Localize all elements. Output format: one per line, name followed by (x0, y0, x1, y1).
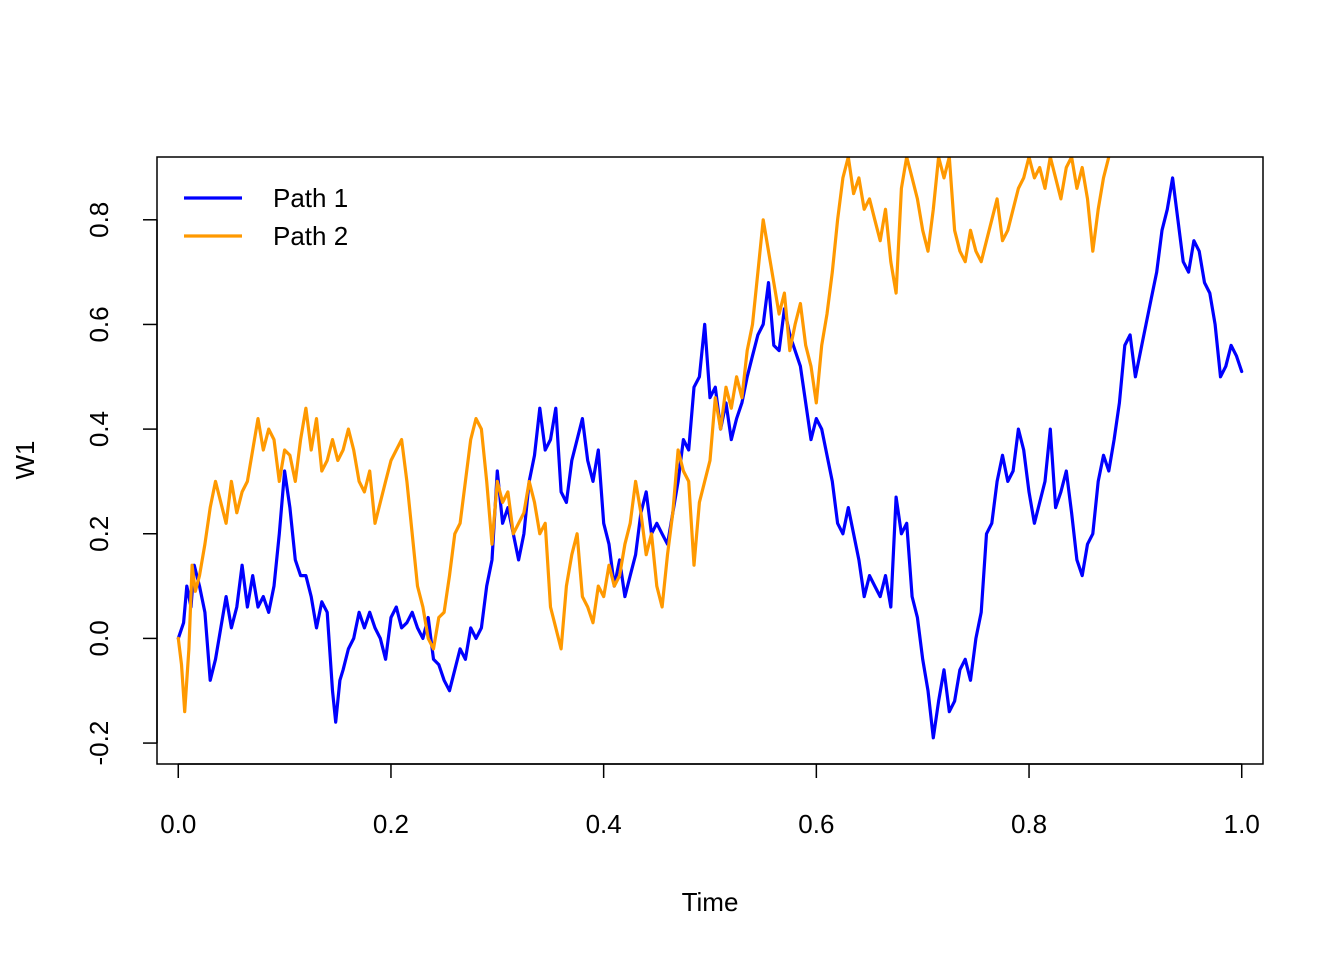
x-tick-label: 0.6 (798, 809, 834, 839)
y-tick-label: 0.8 (84, 202, 114, 238)
series-line-1 (176, 176, 1244, 740)
legend-label-1: Path 1 (273, 183, 348, 213)
x-tick-label: 0.2 (373, 809, 409, 839)
x-axis-title: Time (682, 887, 739, 917)
y-tick-label: 0.4 (84, 411, 114, 447)
legend-label-2: Path 2 (273, 221, 348, 251)
x-tick-label: 0.8 (1011, 809, 1047, 839)
x-tick-label: 0.0 (160, 809, 196, 839)
y-tick-label: 0.2 (84, 516, 114, 552)
x-tick-label: 1.0 (1224, 809, 1260, 839)
series-line-2 (176, 157, 1111, 714)
x-axis: 0.0 0.2 0.4 0.6 0.8 1.0 (160, 763, 1260, 839)
y-tick-label: 0.0 (84, 620, 114, 656)
x-tick-label: 0.4 (586, 809, 622, 839)
y-tick-label: -0.2 (84, 721, 114, 766)
series-layer (176, 157, 1244, 740)
legend: Path 1 Path 2 (184, 183, 348, 251)
y-axis: -0.2 0.0 0.2 0.4 0.6 0.8 (84, 202, 158, 766)
y-tick-label: 0.6 (84, 306, 114, 342)
y-axis-title: W1 (10, 441, 40, 480)
